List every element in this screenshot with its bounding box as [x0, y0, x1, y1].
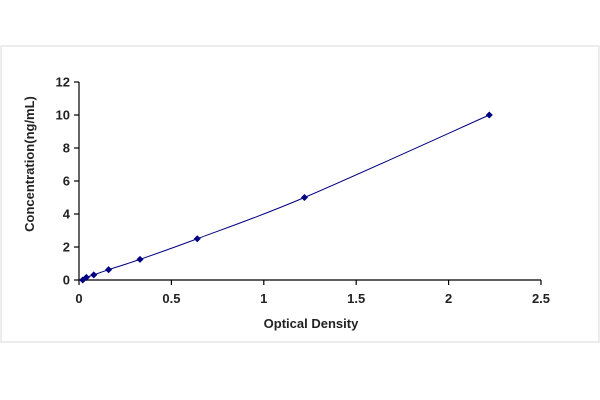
y-tick-label: 2 [63, 240, 70, 255]
y-axis-title: Concentration(ng/mL) [22, 96, 37, 232]
y-tick-label: 12 [56, 75, 70, 90]
data-point [82, 273, 90, 281]
data-point [136, 255, 144, 263]
data-point [105, 266, 113, 274]
data-point [485, 111, 493, 119]
x-tick-label: 1 [260, 291, 267, 306]
y-tick-label: 6 [63, 174, 70, 189]
data-point [90, 271, 98, 279]
series-line [82, 114, 490, 281]
x-tick-label: 2.5 [532, 291, 550, 306]
chart-frame [0, 45, 600, 343]
y-tick-label: 10 [56, 108, 70, 123]
x-axis-title: Optical Density [264, 316, 359, 331]
data-point [193, 235, 201, 243]
y-tick-label: 8 [63, 141, 70, 156]
x-tick-label: 2 [445, 291, 452, 306]
x-tick-label: 0.5 [162, 291, 180, 306]
ticks-layer: 0 0.5 1 1.5 2 2.5 0 2 4 6 8 10 12 [56, 75, 551, 307]
y-tick-label: 0 [63, 273, 70, 288]
y-tick-label: 4 [63, 207, 71, 222]
data-point [300, 193, 308, 202]
x-tick-label: 0 [75, 291, 82, 306]
x-tick-label: 1.5 [347, 291, 365, 306]
points-layer [79, 111, 493, 284]
